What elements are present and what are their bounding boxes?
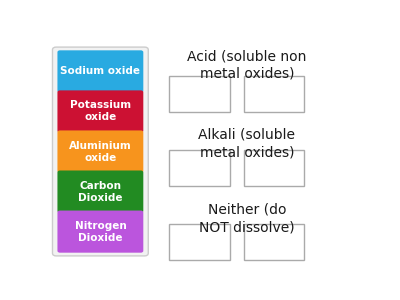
Text: Aluminium
oxide: Aluminium oxide — [69, 140, 132, 163]
Bar — [244, 224, 304, 260]
Text: Sodium oxide: Sodium oxide — [60, 66, 140, 76]
FancyBboxPatch shape — [58, 90, 143, 133]
Text: Potassium
oxide: Potassium oxide — [70, 100, 131, 122]
FancyBboxPatch shape — [58, 170, 143, 213]
Text: Neither (do
NOT dissolve): Neither (do NOT dissolve) — [199, 203, 295, 234]
Text: Nitrogen
Dioxide: Nitrogen Dioxide — [74, 220, 126, 243]
Text: Acid (soluble non
metal oxides): Acid (soluble non metal oxides) — [187, 49, 306, 80]
Bar — [169, 150, 230, 186]
Bar — [244, 76, 304, 112]
Text: Carbon
Dioxide: Carbon Dioxide — [78, 181, 123, 202]
FancyBboxPatch shape — [58, 130, 143, 172]
Bar — [244, 150, 304, 186]
Bar — [169, 224, 230, 260]
FancyBboxPatch shape — [58, 211, 143, 253]
FancyBboxPatch shape — [58, 50, 143, 92]
FancyBboxPatch shape — [52, 47, 148, 256]
Text: Alkali (soluble
metal oxides): Alkali (soluble metal oxides) — [198, 128, 295, 159]
Bar — [169, 76, 230, 112]
